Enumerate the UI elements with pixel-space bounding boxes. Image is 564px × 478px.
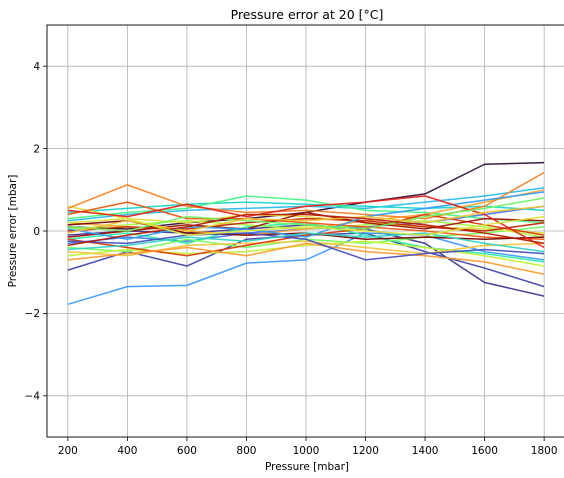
- x-tick-label: 1400: [412, 445, 439, 457]
- series-line: [67, 215, 545, 236]
- series-line: [67, 197, 545, 232]
- x-tick-label: 200: [58, 445, 78, 457]
- y-axis: −4 −2 0 2 4: [25, 61, 47, 403]
- x-tick-label: 1200: [352, 445, 379, 457]
- series-line: [67, 211, 545, 238]
- series-line: [67, 232, 545, 261]
- y-tick-label: −2: [25, 308, 40, 320]
- y-tick-label: 0: [33, 226, 40, 238]
- x-tick-label: 400: [117, 445, 137, 457]
- plot-area: [67, 161, 545, 306]
- x-tick-label: 1800: [531, 445, 558, 457]
- y-tick-label: 4: [33, 61, 40, 73]
- x-axis-label: Pressure [mbar]: [265, 461, 349, 473]
- series-line: [67, 232, 545, 253]
- series-line: [67, 201, 545, 240]
- y-axis-label: Pressure error [mbar]: [7, 175, 19, 288]
- series-line: [67, 242, 545, 275]
- x-tick-label: 600: [177, 445, 197, 457]
- y-tick-label: 2: [33, 143, 40, 155]
- x-tick-label: 800: [236, 445, 256, 457]
- y-tick-label: −4: [25, 391, 41, 403]
- series-line: [67, 195, 545, 249]
- series-line: [67, 191, 545, 240]
- series-line: [67, 213, 545, 247]
- series-line: [67, 232, 545, 306]
- x-tick-label: 1000: [293, 445, 320, 457]
- chart-title: Pressure error at 20 [°C]: [231, 7, 384, 22]
- x-axis: 200 400 600 800 1000 1200 1400 1600 1800: [58, 437, 558, 457]
- x-tick-label: 1600: [471, 445, 498, 457]
